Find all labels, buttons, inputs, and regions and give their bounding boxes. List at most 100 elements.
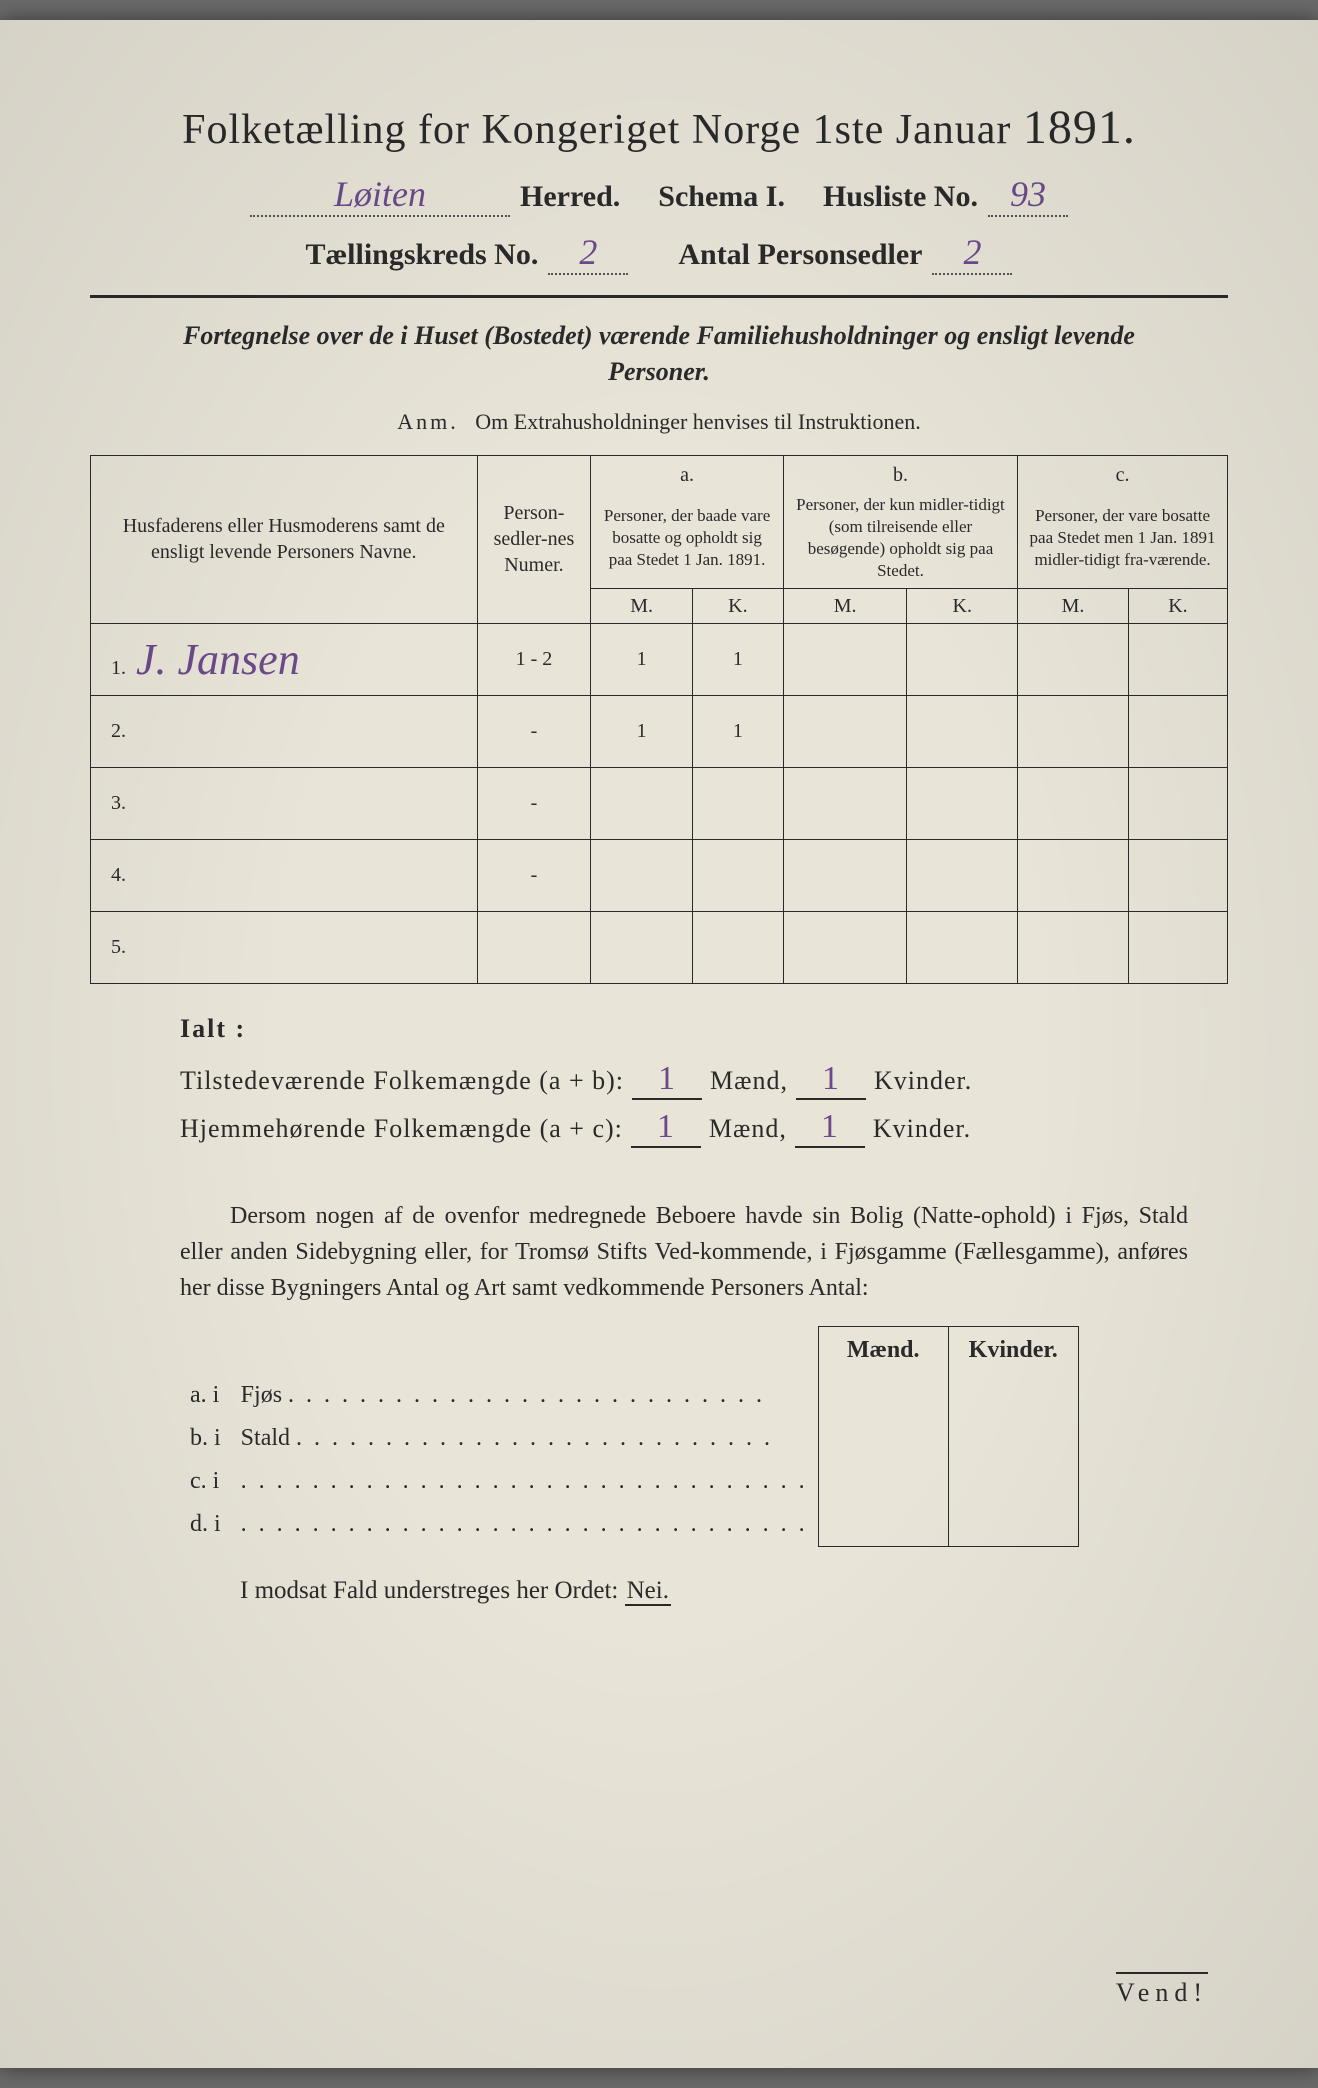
antal-label: Antal Personsedler <box>678 238 922 272</box>
kvinder-label: Kvinder. <box>873 1114 971 1144</box>
row-label: 1. J. Jansen <box>91 624 478 696</box>
cell-a-m <box>591 768 693 840</box>
nei-line: I modsat Fald understreges her Ordet: Ne… <box>240 1577 1228 1605</box>
bottom-header-kvinder: Kvinder. <box>948 1327 1078 1375</box>
husliste-label: Husliste No. <box>823 180 978 214</box>
row-type: Stald . . . . . . . . . . . . . . . . . … <box>231 1417 819 1460</box>
cell-b-m <box>783 840 907 912</box>
ialt-label: Ialt : <box>180 1014 1198 1044</box>
cell-a-k: 1 <box>692 624 783 696</box>
col-c-k: K. <box>1128 589 1227 624</box>
kreds-label: Tællingskreds No. <box>306 238 539 272</box>
col-b-label: b. <box>783 455 1017 488</box>
census-form-page: Folketælling for Kongeriget Norge 1ste J… <box>0 20 1318 2068</box>
herred-field: Løiten <box>250 173 510 217</box>
cell-c-k <box>1128 768 1227 840</box>
anm-note: Anm. Om Extrahusholdninger henvises til … <box>90 409 1228 435</box>
cell-a-m: 1 <box>591 696 693 768</box>
cell-c-m <box>1018 840 1129 912</box>
cell-a-k: 1 <box>692 696 783 768</box>
row-label: 4. <box>91 840 478 912</box>
header-line-3: Tællingskreds No. 2 Antal Personsedler 2 <box>90 231 1228 275</box>
schema-label: Schema I. <box>658 180 785 214</box>
present-label: Tilstedeværende Folkemængde (a + b): <box>180 1066 624 1096</box>
col-header-number: Person-sedler-nes Numer. <box>477 455 591 623</box>
col-a-k: K. <box>692 589 783 624</box>
col-c-label: c. <box>1018 455 1228 488</box>
row-letter: c. i <box>180 1460 231 1503</box>
cell-a-m <box>591 840 693 912</box>
cell-c-m <box>1018 624 1129 696</box>
cell-c-k <box>1128 912 1227 984</box>
antal-field: 2 <box>932 231 1012 275</box>
row-kvinder <box>948 1374 1078 1417</box>
present-total-row: Tilstedeværende Folkemængde (a + b): 1 M… <box>180 1060 1198 1100</box>
resident-total-row: Hjemmehørende Folkemængde (a + c): 1 Mæn… <box>180 1108 1198 1148</box>
row-maend <box>818 1503 948 1546</box>
col-b-desc: Personer, der kun midler-tidigt (som til… <box>783 488 1017 589</box>
anm-label: Anm. <box>397 409 459 434</box>
title-text: Folketælling for Kongeriget Norge 1ste J… <box>182 107 1011 153</box>
cell-c-k <box>1128 624 1227 696</box>
person-name: J. Jansen <box>136 635 300 684</box>
col-b-k: K. <box>907 589 1018 624</box>
cell-b-m <box>783 696 907 768</box>
cell-c-k <box>1128 696 1227 768</box>
kreds-field: 2 <box>548 231 628 275</box>
cell-a-m <box>591 912 693 984</box>
maend-label: Mænd, <box>709 1114 787 1144</box>
cell-c-m <box>1018 696 1129 768</box>
header-line-2: Løiten Herred. Schema I. Husliste No. 93 <box>90 173 1228 217</box>
col-b-m: M. <box>783 589 907 624</box>
resident-kvinder: 1 <box>795 1108 865 1148</box>
row-maend <box>818 1374 948 1417</box>
cell-num: - <box>477 768 591 840</box>
outbuilding-table: Mænd. Kvinder. a. i Fjøs . . . . . . . .… <box>180 1326 1079 1547</box>
form-subtitle: Fortegnelse over de i Huset (Bostedet) v… <box>130 318 1188 391</box>
row-label: 2. <box>91 696 478 768</box>
row-kvinder <box>948 1417 1078 1460</box>
cell-b-m <box>783 624 907 696</box>
outbuilding-row: b. i Stald . . . . . . . . . . . . . . .… <box>180 1417 1078 1460</box>
cell-b-k <box>907 912 1018 984</box>
cell-c-m <box>1018 912 1129 984</box>
cell-c-k <box>1128 840 1227 912</box>
bottom-header-maend: Mænd. <box>818 1327 948 1375</box>
cell-a-k <box>692 768 783 840</box>
row-label: 3. <box>91 768 478 840</box>
cell-b-k <box>907 840 1018 912</box>
row-letter: b. i <box>180 1417 231 1460</box>
row-type: . . . . . . . . . . . . . . . . . . . . … <box>231 1460 819 1503</box>
table-row: 1. J. Jansen 1 - 2 1 1 <box>91 624 1228 696</box>
title-year: 1891. <box>1023 101 1136 154</box>
row-maend <box>818 1417 948 1460</box>
cell-a-k <box>692 840 783 912</box>
table-row: 5. <box>91 912 1228 984</box>
husliste-field: 93 <box>988 173 1068 217</box>
form-header: Folketælling for Kongeriget Norge 1ste J… <box>90 100 1228 275</box>
table-row: 3. - <box>91 768 1228 840</box>
col-a-desc: Personer, der baade vare bosatte og opho… <box>591 488 784 589</box>
totals-section: Ialt : Tilstedeværende Folkemængde (a + … <box>180 1014 1198 1148</box>
present-kvinder: 1 <box>796 1060 866 1100</box>
outbuilding-row: a. i Fjøs . . . . . . . . . . . . . . . … <box>180 1374 1078 1417</box>
cell-num <box>477 912 591 984</box>
col-header-name: Husfaderens eller Husmoderens samt de en… <box>91 455 478 623</box>
cell-b-m <box>783 768 907 840</box>
row-maend <box>818 1460 948 1503</box>
cell-a-k <box>692 912 783 984</box>
cell-num: 1 - 2 <box>477 624 591 696</box>
cell-a-m: 1 <box>591 624 693 696</box>
col-c-desc: Personer, der vare bosatte paa Stedet me… <box>1018 488 1228 589</box>
cell-b-k <box>907 696 1018 768</box>
cell-b-k <box>907 768 1018 840</box>
cell-num: - <box>477 696 591 768</box>
row-letter: a. i <box>180 1374 231 1417</box>
col-a-m: M. <box>591 589 693 624</box>
cell-b-k <box>907 624 1018 696</box>
outbuilding-row: d. i . . . . . . . . . . . . . . . . . .… <box>180 1503 1078 1546</box>
row-type: . . . . . . . . . . . . . . . . . . . . … <box>231 1503 819 1546</box>
maend-label: Mænd, <box>710 1066 788 1096</box>
resident-maend: 1 <box>631 1108 701 1148</box>
row-letter: d. i <box>180 1503 231 1546</box>
